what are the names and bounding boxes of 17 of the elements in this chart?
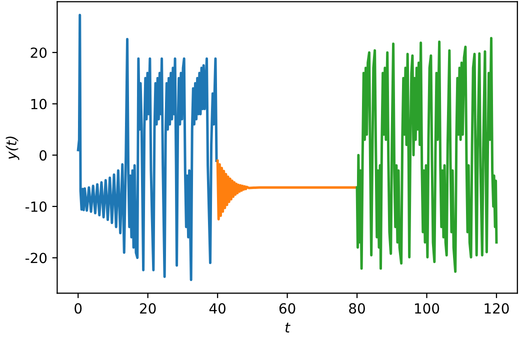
x-tick-label: 20: [140, 303, 156, 314]
y-axis-title: y(t): [6, 136, 20, 160]
line-series: [216, 160, 358, 221]
x-tick-label: 60: [279, 303, 296, 314]
y-tick-label: 10: [31, 98, 47, 110]
y-tick-label: 0: [40, 150, 47, 161]
x-tick-label: 0: [74, 303, 82, 314]
line-series: [76, 14, 218, 282]
x-tick-label: 120: [484, 303, 509, 314]
y-tick-label: -10: [25, 201, 47, 212]
x-tick-label: 80: [349, 303, 365, 314]
x-axis-title: t: [285, 322, 290, 332]
line-series: [356, 36, 498, 273]
y-tick-label: 20: [30, 47, 47, 58]
x-tick-label: 40: [209, 303, 226, 314]
y-tick-label: -20: [25, 252, 47, 264]
x-tick-label: 100: [415, 303, 440, 314]
